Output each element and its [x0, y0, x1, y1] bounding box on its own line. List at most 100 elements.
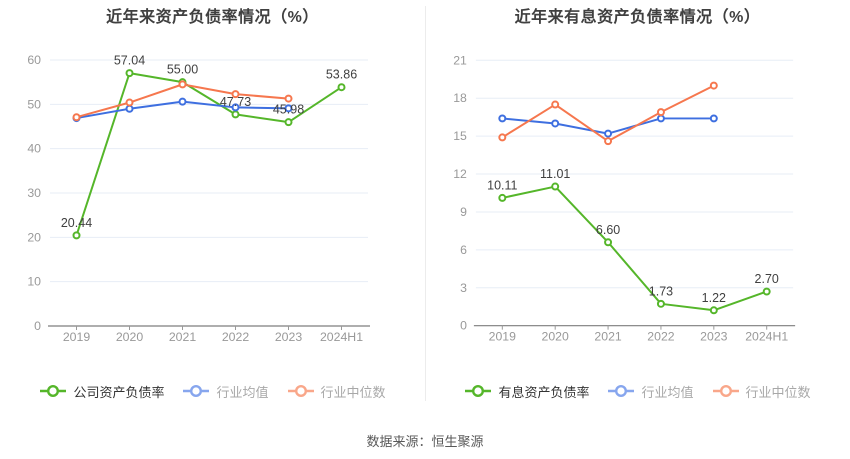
- legend-label: 有息资产负债率: [498, 384, 590, 400]
- data-point-marker: [284, 104, 293, 113]
- data-point-marker: [284, 94, 293, 103]
- data-point-marker: [709, 114, 718, 123]
- data-point-marker: [551, 182, 560, 191]
- legend-label: 公司资产负债率: [73, 384, 165, 400]
- chart-title-asset-liability-ratio: 近年来资产负债率情况（%）: [106, 9, 319, 26]
- legend-marker-circle: [190, 384, 203, 398]
- y-axis-tick-label: 60: [27, 53, 41, 67]
- data-point-marker: [231, 110, 240, 119]
- x-axis-tick-label: 2020: [542, 330, 569, 344]
- data-point-marker: [498, 193, 507, 202]
- x-axis-tick-label: 2023: [700, 330, 727, 344]
- data-point-marker: [72, 113, 81, 122]
- legend-interest-bearing-ratio: 有息资产负债率 行业均值 行业中位数: [426, 381, 849, 401]
- data-point-marker: [709, 81, 718, 90]
- y-axis-tick-label: 3: [460, 281, 467, 295]
- legend-item-1-0[interactable]: 有息资产负债率: [464, 382, 589, 401]
- x-axis-tick-label: 2022: [222, 330, 250, 344]
- legend-marker-circle: [294, 384, 307, 398]
- data-source-note: 数据来源：恒生聚源: [366, 434, 484, 449]
- legend-marker-circle: [472, 384, 485, 398]
- y-axis-tick-label: 18: [453, 91, 467, 105]
- legend-label: 行业均值: [216, 384, 269, 400]
- charts-row: 近年来资产负债率情况（%） 0 10 20 30 40 50 60 2019 2020 2021 2…: [0, 6, 849, 401]
- x-axis-tick-label: 2019: [489, 330, 516, 344]
- y-axis-tick-label: 15: [453, 129, 467, 143]
- data-point-label: 57.04: [114, 54, 145, 68]
- data-point-marker: [125, 69, 134, 78]
- data-point-label: 55.00: [167, 63, 198, 77]
- data-point-label: 45.98: [273, 103, 304, 117]
- data-point-marker: [762, 287, 771, 296]
- data-point-marker: [498, 114, 507, 123]
- legend-marker-circle: [719, 384, 732, 398]
- legend-item-0-2[interactable]: 行业中位数: [287, 382, 386, 401]
- legend-marker-icon: [183, 384, 210, 398]
- data-point-marker: [125, 104, 134, 113]
- data-point-label: 1.22: [702, 291, 726, 305]
- data-point-marker: [284, 118, 293, 127]
- data-point-marker: [178, 80, 187, 89]
- y-axis-tick-label: 50: [27, 97, 41, 111]
- x-axis-tick-label: 2019: [63, 330, 91, 344]
- legend-item-0-1[interactable]: 行业均值: [182, 382, 269, 401]
- data-point-marker: [178, 97, 187, 106]
- data-point-marker: [72, 231, 81, 240]
- data-point-marker: [656, 114, 665, 123]
- data-point-label: 6.60: [596, 223, 620, 237]
- legend-label: 行业均值: [641, 384, 694, 400]
- series-line-0: [501, 185, 768, 312]
- data-point-marker: [231, 90, 240, 99]
- data-point-marker: [498, 133, 507, 142]
- series-line-0: [75, 72, 343, 237]
- data-point-marker: [604, 129, 613, 138]
- data-point-marker: [604, 137, 613, 146]
- chart-panel-interest-bearing-ratio: 近年来有息资产负债率情况（%） 0 3 6 9 12 15 18 21 2019 2020 2021…: [425, 6, 849, 401]
- legend-marker-circle: [615, 384, 628, 398]
- y-axis-tick-label: 40: [27, 142, 41, 156]
- data-point-marker: [604, 238, 613, 247]
- data-point-label: 53.86: [326, 68, 357, 82]
- data-point-marker: [551, 100, 560, 109]
- legend-marker-icon: [287, 384, 314, 398]
- data-point-marker: [709, 306, 718, 315]
- y-axis-tick-label: 0: [34, 319, 41, 333]
- line-chart-interest-bearing-ratio: 0 3 6 9 12 15 18 21 2019 2020 2021 2022 2023 2024H1 10…: [453, 53, 796, 344]
- x-axis-tick-label: 2024H1: [320, 330, 363, 344]
- x-axis-tick-label: 2021: [594, 330, 621, 344]
- data-point-marker: [231, 103, 240, 112]
- data-point-label: 20.44: [61, 216, 92, 230]
- line-chart-asset-liability-ratio: 0 10 20 30 40 50 60 2019 2020 2021 2022 2023 2024H1 2…: [27, 53, 370, 344]
- data-point-marker: [656, 108, 665, 117]
- legend-label: 行业中位数: [745, 384, 811, 400]
- legend-marker-circle: [47, 384, 60, 398]
- x-axis-tick-label: 2021: [169, 330, 197, 344]
- legend-marker-icon: [608, 384, 635, 398]
- y-axis-tick-label: 12: [453, 167, 467, 181]
- data-point-marker: [656, 299, 665, 308]
- y-axis-tick-label: 30: [27, 186, 41, 200]
- y-axis-tick-label: 9: [460, 205, 467, 219]
- x-axis-tick-label: 2020: [116, 330, 144, 344]
- legend-item-1-1[interactable]: 行业均值: [607, 382, 694, 401]
- legend-label: 行业中位数: [320, 384, 386, 400]
- y-axis-tick-label: 0: [460, 319, 467, 333]
- y-axis-tick-label: 21: [453, 53, 467, 67]
- legend-marker-icon: [712, 384, 739, 398]
- legend-marker-icon: [465, 384, 492, 398]
- data-point-label: 47.73: [220, 95, 251, 109]
- data-point-label: 1.73: [649, 284, 673, 298]
- data-point-label: 2.70: [755, 272, 779, 286]
- chart-panel-asset-liability-ratio: 近年来资产负债率情况（%） 0 10 20 30 40 50 60 2019 2020 2021 2…: [0, 6, 425, 401]
- legend-marker-icon: [40, 384, 67, 398]
- data-point-label: 10.11: [487, 178, 517, 192]
- x-axis-tick-label: 2022: [647, 330, 674, 344]
- chart-title-interest-bearing-ratio: 近年来有息资产负债率情况（%）: [514, 9, 761, 26]
- legend-asset-liability-ratio: 公司资产负债率 行业均值 行业中位数: [0, 381, 425, 401]
- data-point-marker: [125, 98, 134, 107]
- data-point-marker: [551, 119, 560, 128]
- y-axis-tick-label: 6: [460, 243, 467, 257]
- legend-item-0-0[interactable]: 公司资产负债率: [39, 382, 164, 401]
- legend-item-1-2[interactable]: 行业中位数: [712, 382, 811, 401]
